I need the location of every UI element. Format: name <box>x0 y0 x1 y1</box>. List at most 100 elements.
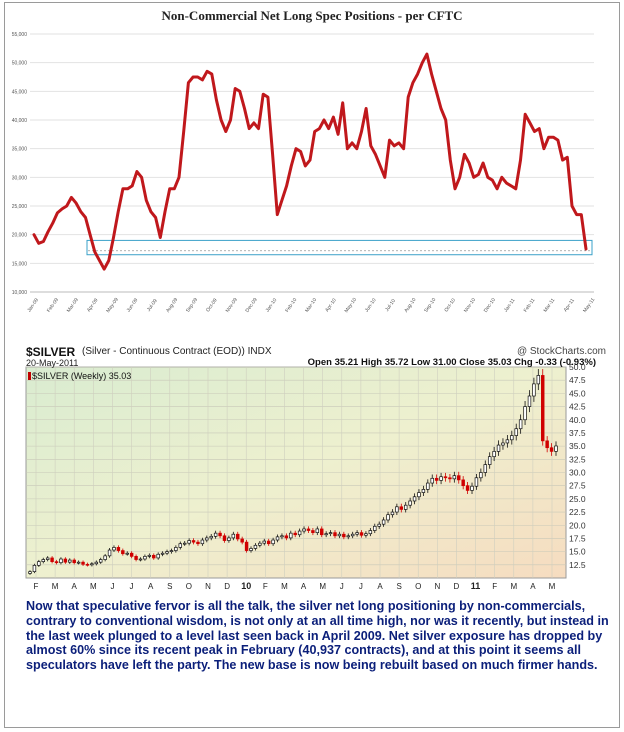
candle-body <box>90 563 94 566</box>
chg-value: -0.33 (-0.93%) <box>535 357 596 368</box>
candle-body <box>461 479 465 487</box>
candle-body <box>218 532 222 537</box>
x-tick-label: S <box>396 582 401 591</box>
x-tick-label: M <box>52 582 59 591</box>
low-value: 31.00 <box>432 357 457 368</box>
candle-body <box>333 532 337 537</box>
y-tick-label: 42.5 <box>569 402 586 412</box>
candle-body <box>143 556 147 560</box>
candle-body <box>315 528 320 533</box>
candle-body <box>244 541 249 551</box>
candle-body <box>496 444 501 452</box>
candle-body <box>452 475 457 480</box>
candle-body <box>536 375 541 385</box>
candle-body <box>430 477 434 484</box>
y-tick-label: 25,000 <box>12 204 28 210</box>
y-tick-label: 25.0 <box>569 494 586 504</box>
candle-body <box>138 558 143 561</box>
x-tick-label: A <box>530 582 536 591</box>
candle-body <box>474 477 479 487</box>
close-value: 35.03 <box>487 357 512 368</box>
x-tick-label: A <box>377 582 383 591</box>
x-tick-label: M <box>90 582 97 591</box>
chart1-title: Non-Commercial Net Long Spec Positions -… <box>161 8 463 23</box>
x-tick-label: 10 <box>241 581 251 591</box>
y-tick-label: 20,000 <box>12 233 28 239</box>
x-tick-label: O <box>186 582 192 591</box>
candle-body <box>196 541 200 545</box>
candle-body <box>112 547 116 551</box>
candle-body <box>280 535 284 538</box>
candle-body <box>240 538 244 543</box>
candle-body <box>448 477 452 480</box>
candle-body <box>125 552 129 555</box>
ohlc-readout: Open 35.21 High 35.72 Low 31.00 Close 35… <box>308 357 596 368</box>
candle-body <box>152 554 156 559</box>
candle-body <box>182 542 187 545</box>
x-tick-label: O <box>415 582 421 591</box>
candle-body <box>236 533 240 540</box>
candle-body <box>465 485 470 491</box>
candle-body <box>408 500 412 506</box>
candle-body <box>59 558 63 564</box>
candle-body <box>549 447 554 452</box>
candle-body <box>275 536 280 541</box>
y-tick-label: 45,000 <box>12 89 28 95</box>
figure-frame <box>4 2 620 728</box>
y-tick-label: 50.0 <box>569 362 586 372</box>
candle-body <box>545 440 549 449</box>
candle-body <box>258 542 262 546</box>
candle-body <box>129 552 134 557</box>
x-tick-label: D <box>454 582 460 591</box>
y-tick-label: 47.5 <box>569 375 586 385</box>
y-tick-label: 32.5 <box>569 454 586 464</box>
candle-body <box>45 557 50 560</box>
candle-body <box>293 532 297 536</box>
candle-body <box>403 504 408 510</box>
x-tick-label: A <box>301 582 307 591</box>
y-tick-label: 40.0 <box>569 415 586 425</box>
candle-body <box>191 540 196 543</box>
candle-body <box>262 540 266 544</box>
candle-body <box>324 533 328 536</box>
candle-body <box>160 552 165 555</box>
candle-body <box>121 550 125 555</box>
candle-body <box>501 442 505 446</box>
net-long-line-chart: 10,000 15,000 20,000 25,000 30,000 35,000 40,0… <box>12 32 597 314</box>
candle-body <box>483 464 487 473</box>
candle-body <box>395 506 399 513</box>
candle-body <box>213 532 218 537</box>
candle-body <box>169 550 174 552</box>
commentary-text: Now that speculative fervor is all the t… <box>26 599 609 673</box>
candle-body <box>443 476 448 479</box>
legend-label: $SILVER (Weekly) 35.03 <box>32 371 131 381</box>
candle-body <box>271 539 275 545</box>
candle-body <box>72 559 76 564</box>
high-value: 35.72 <box>384 357 409 368</box>
y-tick-label: 40,000 <box>12 118 28 124</box>
candle-body <box>63 558 68 563</box>
x-tick-label: F <box>263 582 268 591</box>
candle-body <box>81 561 85 565</box>
candle-body <box>68 559 72 563</box>
net-long-series-line <box>32 52 588 271</box>
chg-label: Chg <box>514 357 533 368</box>
candle-body <box>41 559 45 562</box>
candle-body <box>231 533 236 539</box>
y-tick-label: 27.5 <box>569 481 586 491</box>
candle-body <box>266 540 271 545</box>
x-tick-label: A <box>148 582 154 591</box>
y-tick-label: 30,000 <box>12 175 28 181</box>
candle-body <box>85 563 90 566</box>
stock-header: $SILVER (Silver - Continuous Contract (E… <box>26 345 606 368</box>
candle-body <box>99 559 103 563</box>
x-tick-label: J <box>110 582 114 591</box>
candle-body <box>355 532 359 535</box>
candle-body <box>103 555 107 560</box>
candle-body <box>523 406 527 421</box>
x-tick-label: J <box>130 582 134 591</box>
candle-body <box>346 535 350 538</box>
candle-body <box>337 533 342 537</box>
candle-body <box>187 540 191 544</box>
candle-body <box>390 511 395 516</box>
